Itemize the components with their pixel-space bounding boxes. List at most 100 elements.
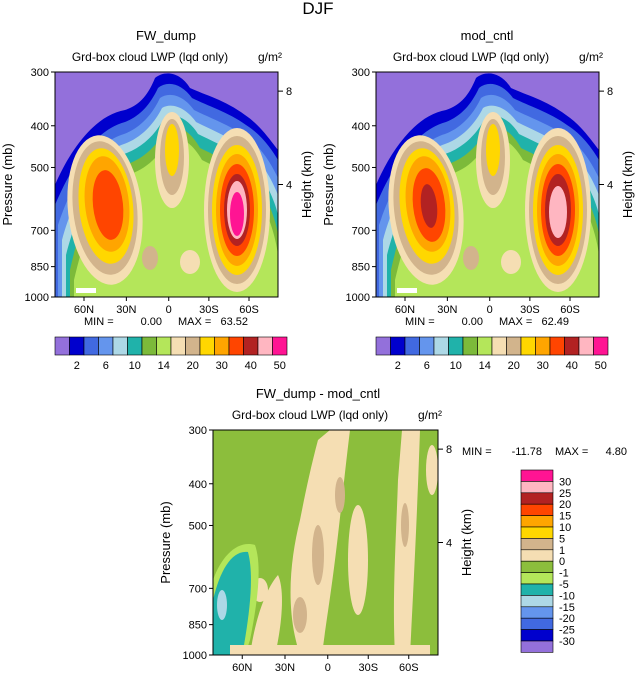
y2-tick-label: 4: [607, 180, 613, 192]
colorbar-swatch: [520, 526, 554, 539]
colorbar-swatch: [156, 336, 172, 356]
colorbar-label: 50: [595, 360, 607, 372]
x-tick-label: 60S: [239, 304, 259, 316]
colorbar-label: 40: [566, 360, 578, 372]
colorbar-swatch: [54, 336, 70, 356]
y-tick-label: 700: [189, 583, 207, 595]
x-tick-label: 30N: [116, 304, 136, 316]
y-tick-label: 1000: [183, 650, 207, 662]
colorbar-label: -10: [559, 590, 575, 602]
y-tick-label: 500: [31, 162, 49, 174]
y-tick-label: 700: [352, 225, 370, 237]
colorbar-swatch: [199, 336, 215, 356]
y-tick-label: 400: [189, 479, 207, 491]
panel-a-max-label: MAX =: [178, 316, 211, 328]
colorbar-label: 10: [450, 360, 462, 372]
colorbar-swatch: [520, 492, 554, 505]
colorbar-swatch: [520, 595, 554, 608]
panel-difference: FW_dump - mod_cntl Grd-box cloud LWP (lq…: [212, 386, 442, 656]
y-tick-label: 850: [352, 262, 370, 274]
colorbar-label: -5: [559, 579, 569, 591]
panel-b-title: Grd-box cloud LWP (lqd only): [393, 50, 549, 64]
y-tick-label: 500: [352, 162, 370, 174]
panel-fw-dump: FW_dump Grd-box cloud LWP (lqd only) g/m…: [54, 28, 282, 298]
colorbar-swatch: [98, 336, 114, 356]
x-tick-label: 60S: [399, 662, 419, 674]
colorbar-label: 20: [187, 360, 199, 372]
x-tick-label: 60N: [74, 304, 94, 316]
colorbar-swatch: [520, 629, 554, 642]
colorbar-swatch: [185, 336, 201, 356]
colorbar-swatch: [520, 640, 554, 653]
colorbar-label: 40: [245, 360, 257, 372]
colorbar-swatch: [520, 617, 554, 630]
colorbar-swatch: [272, 336, 288, 356]
colorbar-swatch: [69, 336, 85, 356]
colorbar-label: 5: [559, 533, 565, 545]
panel-b-contours: [376, 72, 599, 297]
panel-c-name: FW_dump - mod_cntl: [256, 386, 380, 401]
y-tick-label: 850: [31, 262, 49, 274]
colorbar-swatch: [390, 336, 406, 356]
colorbar-label: -15: [559, 602, 575, 614]
panel-c-max-label: MAX =: [555, 446, 588, 458]
colorbar-swatch: [520, 560, 554, 573]
colorbar-label: 20: [508, 360, 520, 372]
colorbar-swatch: [127, 336, 143, 356]
colorbar-swatch: [433, 336, 449, 356]
colorbar-swatch: [214, 336, 230, 356]
x-tick-label: 30N: [275, 662, 295, 674]
colorbar-label: 0: [559, 556, 565, 568]
colorbar-label: -25: [559, 625, 575, 637]
colorbar-swatch: [170, 336, 186, 356]
axes-panel-b: 300 400 500 700 850 1000 60N 30N 0 30S 60S 8 4 Pressu…: [321, 67, 635, 316]
x-tick-label: 0: [166, 304, 172, 316]
panel-b-units: g/m²: [579, 50, 603, 64]
colorbar-swatch: [520, 572, 554, 585]
y-tick-label: 400: [31, 121, 49, 133]
x-tick-label: 60N: [232, 662, 252, 674]
panel-b-max-value: 62.49: [541, 316, 569, 328]
panel-c-min-value: -11.78: [512, 446, 542, 458]
y-tick-label: 300: [352, 67, 370, 79]
panel-c-max-value: 4.80: [606, 446, 627, 458]
colorbar-swatch: [477, 336, 493, 356]
y-axis-title: Pressure (mb): [158, 501, 173, 583]
colorbar-swatch: [564, 336, 580, 356]
y2-axis-title: Height (km): [620, 151, 635, 218]
y2-tick-label: 8: [446, 444, 452, 456]
y2-tick-label: 4: [446, 538, 452, 550]
panel-b-min-value: 0.00: [462, 316, 483, 328]
colorbar-swatch: [520, 469, 554, 482]
colorbar-swatch: [243, 336, 259, 356]
colorbar-label: 30: [559, 476, 571, 488]
panel-c-min-label: MIN =: [462, 446, 492, 458]
x-tick-label: 30S: [199, 304, 219, 316]
colorbar-swatch: [462, 336, 478, 356]
colorbar-label: 25: [559, 488, 571, 500]
colorbar-swatch: [448, 336, 464, 356]
colorbar-swatch: [141, 336, 157, 356]
y-tick-label: 400: [352, 121, 370, 133]
colorbar-swatch: [506, 336, 522, 356]
panel-a-contours: [55, 72, 278, 297]
colorbar-label: 10: [129, 360, 141, 372]
colorbar-label: 2: [74, 360, 80, 372]
axes-panel-a: 300 400 500 700 850 1000 60N 30N 0 30S 60S 8 4 Pressu…: [0, 67, 314, 316]
x-tick-label: 0: [487, 304, 493, 316]
colorbar-mod-cntl: 2 6 10 14 20 30 40 50: [375, 336, 609, 372]
colorbar-swatch: [228, 336, 244, 356]
colorbar-label: 14: [158, 360, 170, 372]
colorbar-swatch: [535, 336, 551, 356]
colorbar-label: 15: [559, 511, 571, 523]
colorbar-label: -30: [559, 636, 575, 648]
colorbar-swatch: [520, 503, 554, 516]
colorbar-swatch: [578, 336, 594, 356]
x-tick-label: 30S: [358, 662, 378, 674]
y2-tick-label: 4: [286, 180, 292, 192]
colorbar-swatch: [593, 336, 609, 356]
colorbar-swatch: [112, 336, 128, 356]
x-tick-label: 60S: [560, 304, 580, 316]
